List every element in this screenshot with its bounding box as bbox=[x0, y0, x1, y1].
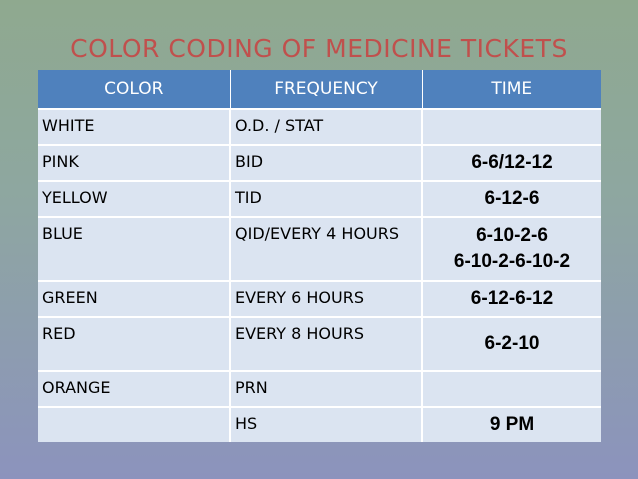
cell-color: PINK bbox=[38, 144, 231, 181]
cell-frequency: TID bbox=[230, 180, 423, 217]
time-line-1: 6-10-2-6 bbox=[476, 225, 548, 246]
cell-color: GREEN bbox=[38, 280, 231, 317]
table-row: HS 9 PM bbox=[38, 406, 601, 442]
cell-time: 6-10-2-6 6-10-2-6-10-2 bbox=[422, 216, 601, 281]
cell-color: RED bbox=[38, 316, 231, 371]
cell-time: 6-6/12-12 bbox=[422, 144, 601, 181]
cell-frequency: PRN bbox=[230, 370, 423, 407]
cell-frequency: O.D. / STAT bbox=[230, 108, 423, 145]
table-row: YELLOW TID 6-12-6 bbox=[38, 180, 601, 217]
cell-frequency: EVERY 6 HOURS bbox=[230, 280, 423, 317]
cell-time: 6-12-6 bbox=[422, 180, 601, 217]
time-line-2: 6-10-2-6-10-2 bbox=[453, 251, 571, 272]
cell-color: YELLOW bbox=[38, 180, 231, 217]
cell-frequency: EVERY 8 HOURS bbox=[230, 316, 423, 371]
medicine-ticket-table: COLOR FREQUENCY TIME WHITE O.D. / STAT P… bbox=[38, 70, 601, 442]
header-frequency: FREQUENCY bbox=[230, 70, 423, 109]
table-row: WHITE O.D. / STAT bbox=[38, 108, 601, 145]
header-color: COLOR bbox=[38, 70, 231, 109]
cell-color bbox=[38, 406, 231, 442]
cell-time: 9 PM bbox=[422, 406, 601, 442]
cell-frequency: QID/EVERY 4 HOURS bbox=[230, 216, 423, 281]
cell-time bbox=[422, 370, 601, 407]
cell-color: ORANGE bbox=[38, 370, 231, 407]
header-time: TIME bbox=[422, 70, 601, 109]
cell-time: 6-2-10 bbox=[422, 316, 601, 371]
table-header-row: COLOR FREQUENCY TIME bbox=[38, 70, 601, 109]
table-row: PINK BID 6-6/12-12 bbox=[38, 144, 601, 181]
cell-frequency: BID bbox=[230, 144, 423, 181]
table-row: BLUE QID/EVERY 4 HOURS 6-10-2-6 6-10-2-6… bbox=[38, 216, 601, 281]
cell-frequency: HS bbox=[230, 406, 423, 442]
cell-time: 6-12-6-12 bbox=[422, 280, 601, 317]
table-row: RED EVERY 8 HOURS 6-2-10 bbox=[38, 316, 601, 371]
table-row: GREEN EVERY 6 HOURS 6-12-6-12 bbox=[38, 280, 601, 317]
table-row: ORANGE PRN bbox=[38, 370, 601, 407]
cell-color: BLUE bbox=[38, 216, 231, 281]
slide-title: COLOR CODING OF MEDICINE TICKETS bbox=[70, 34, 568, 63]
cell-time bbox=[422, 108, 601, 145]
cell-color: WHITE bbox=[38, 108, 231, 145]
